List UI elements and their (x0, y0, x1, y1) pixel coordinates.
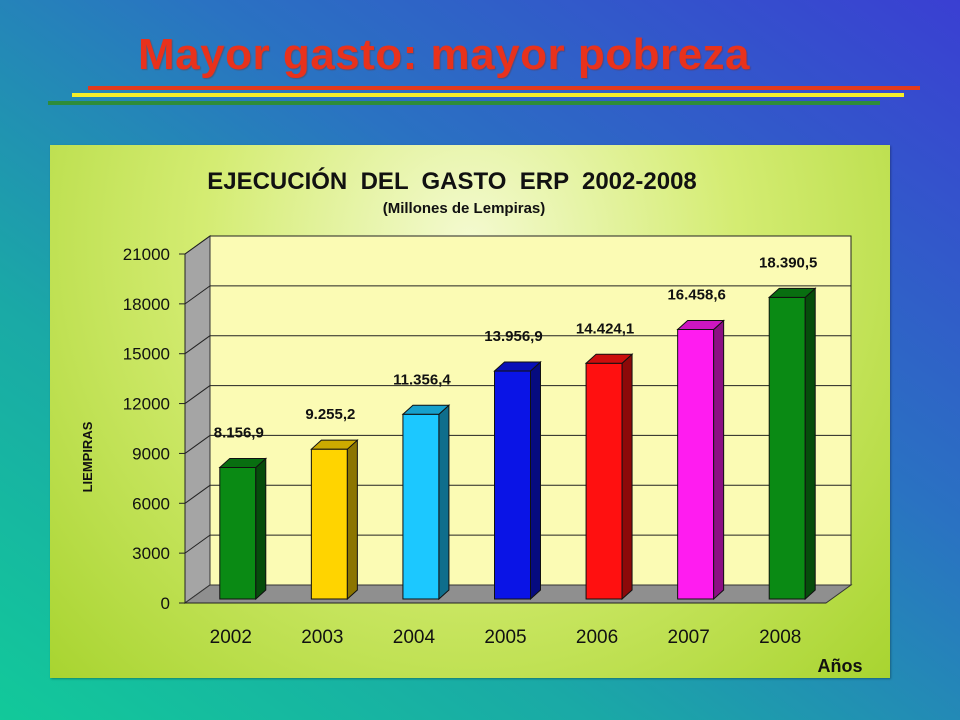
title-rule-yellow (72, 93, 904, 97)
y-axis-label: LIEMPIRAS (80, 421, 95, 492)
y-tick-label: 15000 (123, 345, 170, 364)
data-label: 11.356,4 (393, 371, 451, 388)
bar-top (218, 457, 268, 468)
chart-panel: EJECUCIÓN DEL GASTO ERP 2002-2008 (Millo… (50, 145, 890, 678)
bar-front (494, 370, 531, 600)
bar-top (310, 439, 359, 450)
bar-2008 (767, 287, 817, 601)
x-tick-label: 2006 (576, 627, 618, 648)
bar-side (530, 360, 541, 601)
data-label: 13.956,9 (484, 328, 542, 345)
gridline-side (184, 285, 211, 305)
title-rule-red (88, 86, 920, 90)
data-label: 9.255,2 (305, 406, 355, 423)
bar-top (493, 361, 542, 372)
bar-2004 (401, 404, 451, 601)
x-axis-label: Años (818, 656, 863, 676)
bar-side (713, 319, 725, 601)
y-tick-label: 3000 (132, 544, 170, 563)
data-label: 14.424,1 (576, 320, 634, 337)
bar-front (768, 296, 806, 600)
y-tick-label: 9000 (132, 444, 170, 463)
bar-2003 (310, 439, 359, 601)
bar-front (585, 362, 623, 600)
bar-top (676, 319, 725, 330)
bar-side (255, 457, 267, 601)
gridline-side (184, 484, 211, 504)
bar-top (401, 404, 451, 415)
bar-2006 (584, 353, 634, 601)
data-label: 8.156,9 (214, 424, 264, 441)
bar-2005 (493, 360, 542, 601)
x-tick-label: 2004 (393, 627, 436, 648)
x-tick-label: 2002 (210, 627, 252, 648)
gridline-side (184, 435, 211, 454)
slide-title: Mayor gasto: mayor pobreza (138, 30, 751, 79)
x-tick-label: 2007 (668, 627, 710, 648)
bar-2002 (218, 457, 268, 601)
bar-front (402, 413, 440, 600)
x-tick-label: 2008 (759, 627, 801, 648)
bar-chart: EJECUCIÓN DEL GASTO ERP 2002-2008 (Millo… (80, 167, 863, 676)
bar-side (438, 404, 450, 601)
gridline-side (184, 534, 211, 554)
bar-front (677, 328, 715, 600)
bar-side (804, 287, 816, 601)
x-tick-label: 2005 (484, 627, 526, 648)
chart-subtitle: (Millones de Lempiras) (383, 200, 546, 217)
bar-top (584, 353, 634, 364)
chart-title: EJECUCIÓN DEL GASTO ERP 2002-2008 (207, 167, 697, 195)
title-rule-green (48, 101, 880, 105)
bar-side (621, 353, 633, 601)
y-tick-label: 6000 (132, 494, 170, 513)
gridline-side (184, 235, 211, 255)
bar-side (346, 439, 358, 601)
bar-front (310, 448, 348, 600)
y-tick-label: 18000 (123, 295, 170, 314)
bar-front (219, 466, 257, 600)
y-tick-label: 0 (161, 594, 170, 613)
y-tick-label: 12000 (123, 395, 170, 414)
plot-side-wall (184, 235, 211, 604)
y-tick-label: 21000 (123, 245, 170, 264)
gridline-side (184, 385, 211, 404)
x-tick-label: 2003 (301, 627, 343, 648)
bar-top (767, 287, 817, 298)
data-label: 18.390,5 (759, 254, 817, 271)
bar-2007 (676, 319, 725, 601)
data-label: 16.458,6 (667, 286, 725, 303)
gridline-side (184, 335, 211, 355)
